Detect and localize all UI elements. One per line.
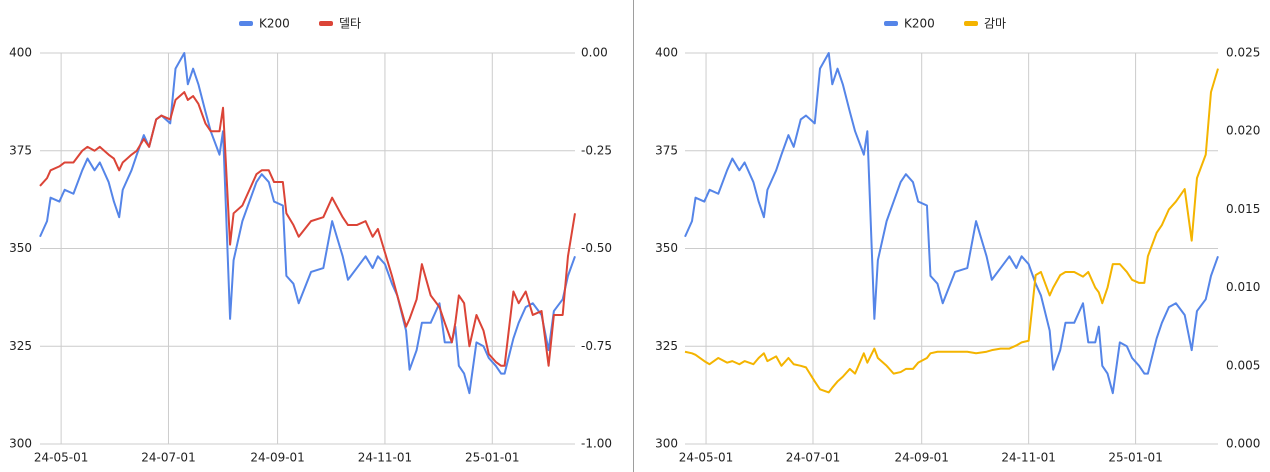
y2-tick-label: 0.010	[1226, 280, 1260, 294]
y2-tick-label: -0.25	[581, 143, 612, 157]
legend-swatch	[884, 21, 898, 26]
x-tick-label: 25-01-01	[465, 451, 519, 465]
series-line	[684, 68, 1219, 394]
x-tick-label: 24-07-01	[141, 451, 195, 465]
y2-tick-label: -1.00	[581, 437, 612, 451]
y-tick-label: 350	[655, 241, 678, 255]
y2-tick-label: -0.75	[581, 339, 612, 353]
legend-swatch	[319, 21, 333, 26]
x-tick-label: 24-09-01	[250, 451, 304, 465]
x-tick-label: 24-07-01	[786, 451, 840, 465]
y2-tick-label: 0.00	[581, 46, 608, 60]
legend-swatch	[239, 21, 253, 26]
y2-tick-label: 0.005	[1226, 358, 1260, 372]
y2-tick-label: 0.025	[1226, 46, 1260, 60]
y-tick-label: 375	[9, 143, 32, 157]
y-tick-label: 375	[655, 143, 678, 157]
legend-label: 델타	[339, 17, 361, 31]
legend-label: K200	[904, 17, 935, 31]
y-tick-label: 325	[655, 339, 678, 353]
x-tick-label: 24-11-01	[1001, 451, 1055, 465]
y2-tick-label: 0.015	[1226, 202, 1260, 216]
y2-tick-label: 0.020	[1226, 124, 1260, 138]
y-tick-label: 400	[9, 46, 32, 60]
y2-tick-label: -0.50	[581, 241, 612, 255]
x-tick-label: 24-05-01	[34, 451, 88, 465]
series-line	[684, 52, 1219, 395]
chart: 300 325 350 375 400 0.000 0.005 0.010 0.015 0.020…	[655, 17, 1260, 465]
y-tick-label: 325	[9, 339, 32, 353]
x-tick-label: 24-05-01	[679, 451, 733, 465]
y2-tick-label: 0.000	[1226, 437, 1260, 451]
y-tick-label: 300	[655, 437, 678, 451]
y-tick-label: 350	[9, 241, 32, 255]
x-tick-label: 25-01-01	[1108, 451, 1162, 465]
legend-label: 감마	[984, 17, 1006, 31]
y-tick-label: 400	[655, 46, 678, 60]
series-line	[39, 52, 576, 395]
y-tick-label: 300	[9, 437, 32, 451]
x-tick-label: 24-09-01	[894, 451, 948, 465]
legend-swatch	[964, 21, 978, 26]
x-tick-label: 24-11-01	[358, 451, 412, 465]
series-line	[39, 91, 576, 367]
legend-label: K200	[259, 17, 290, 31]
chart: 300 325 350 375 400 -1.00 -0.75 -0.50 -0.25 0.00 2…	[9, 17, 612, 465]
